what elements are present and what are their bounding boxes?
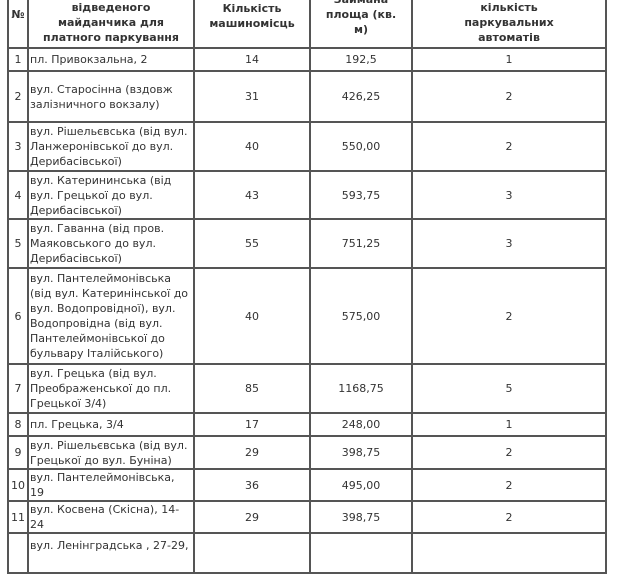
- spaces-cell: 36: [193, 468, 311, 502]
- address-cell: вул. Грецька (від вул. Преображенської д…: [27, 363, 195, 414]
- address-cell: пл. Привокзальна, 2: [27, 47, 195, 72]
- header-address: відведеного майданчика для платного парк…: [27, 0, 195, 49]
- address-cell: вул. Рішельєвська (від вул. Грецької до …: [27, 435, 195, 470]
- machines-cell: 2: [411, 121, 607, 172]
- table-row: 10 вул. Пантелеймонівська, 19 36 495,00 2: [7, 468, 607, 502]
- row-number: 9: [7, 435, 29, 470]
- machines-cell: 2: [411, 500, 607, 534]
- spaces-cell: 40: [193, 267, 311, 365]
- machines-cell: 5: [411, 363, 607, 414]
- address-cell: пл. Грецька, 3/4: [27, 412, 195, 437]
- spaces-cell: 40: [193, 121, 311, 172]
- spaces-cell: 29: [193, 500, 311, 534]
- header-machines: кількість паркувальних автоматів: [411, 0, 607, 49]
- table-row: 7 вул. Грецька (від вул. Преображенської …: [7, 363, 607, 414]
- row-number: 1: [7, 47, 29, 72]
- area-cell: 1168,75: [309, 363, 413, 414]
- row-number: 7: [7, 363, 29, 414]
- row-number: 5: [7, 218, 29, 269]
- area-cell: 398,75: [309, 435, 413, 470]
- row-number: 2: [7, 70, 29, 123]
- area-cell: 248,00: [309, 412, 413, 437]
- machines-cell: 1: [411, 412, 607, 437]
- spaces-cell: 31: [193, 70, 311, 123]
- area-cell: [309, 532, 413, 574]
- spaces-cell: 55: [193, 218, 311, 269]
- area-cell: 426,25: [309, 70, 413, 123]
- header-area: Займана площа (кв. м): [309, 0, 413, 49]
- row-number: 3: [7, 121, 29, 172]
- row-number: 10: [7, 468, 29, 502]
- machines-cell: 2: [411, 70, 607, 123]
- table-row: 5 вул. Гаванна (від пров. Маяковського до…: [7, 218, 607, 269]
- parking-table: № відведеного майданчика для платного па…: [7, 0, 607, 574]
- machines-cell: 2: [411, 468, 607, 502]
- address-cell: вул. Косвена (Скісна), 14-24: [27, 500, 195, 534]
- address-cell: вул. Пантелеймонівська (від вул. Катерин…: [27, 267, 195, 365]
- area-cell: 495,00: [309, 468, 413, 502]
- machines-cell: 1: [411, 47, 607, 72]
- header-row: № відведеного майданчика для платного па…: [7, 0, 607, 49]
- address-cell: вул. Старосінна (вздовж залізничного вок…: [27, 70, 195, 123]
- row-number: 11: [7, 500, 29, 534]
- address-cell: вул. Ленінградська , 27-29,: [27, 532, 195, 574]
- spaces-cell: 17: [193, 412, 311, 437]
- table-row: 6 вул. Пантелеймонівська (від вул. Катери…: [7, 267, 607, 365]
- row-number: 4: [7, 170, 29, 220]
- address-cell: вул. Пантелеймонівська, 19: [27, 468, 195, 502]
- spaces-cell: 85: [193, 363, 311, 414]
- area-cell: 751,25: [309, 218, 413, 269]
- spaces-cell: 43: [193, 170, 311, 220]
- spaces-cell: 29: [193, 435, 311, 470]
- area-cell: 550,00: [309, 121, 413, 172]
- table-row: 11 вул. Косвена (Скісна), 14-24 29 398,75 2: [7, 500, 607, 534]
- address-cell: вул. Катерининська (від вул. Грецької до…: [27, 170, 195, 220]
- area-cell: 575,00: [309, 267, 413, 365]
- row-number: 8: [7, 412, 29, 437]
- table-row: 9 вул. Рішельєвська (від вул. Грецької до…: [7, 435, 607, 470]
- area-cell: 398,75: [309, 500, 413, 534]
- address-cell: вул. Рішельєвська (від вул. Ланжеронівсь…: [27, 121, 195, 172]
- table-row: 2 вул. Старосінна (вздовж залізничного во…: [7, 70, 607, 123]
- table-row: 3 вул. Рішельєвська (від вул. Ланжеронівс…: [7, 121, 607, 172]
- machines-cell: 2: [411, 435, 607, 470]
- spaces-cell: 14: [193, 47, 311, 72]
- area-cell: 593,75: [309, 170, 413, 220]
- address-cell: вул. Гаванна (від пров. Маяковського до …: [27, 218, 195, 269]
- row-number: 6: [7, 267, 29, 365]
- machines-cell: 3: [411, 218, 607, 269]
- area-cell: 192,5: [309, 47, 413, 72]
- row-number: [7, 532, 29, 574]
- spaces-cell: [193, 532, 311, 574]
- table-row: вул. Ленінградська , 27-29,: [7, 532, 607, 574]
- table-row: 4 вул. Катерининська (від вул. Грецької д…: [7, 170, 607, 220]
- machines-cell: 2: [411, 267, 607, 365]
- table-row: 1 пл. Привокзальна, 2 14 192,5 1: [7, 47, 607, 72]
- machines-cell: 3: [411, 170, 607, 220]
- machines-cell: [411, 532, 607, 574]
- header-no: №: [7, 0, 29, 49]
- table-row: 8 пл. Грецька, 3/4 17 248,00 1: [7, 412, 607, 437]
- header-spaces: Кількість машиномісць: [193, 0, 311, 49]
